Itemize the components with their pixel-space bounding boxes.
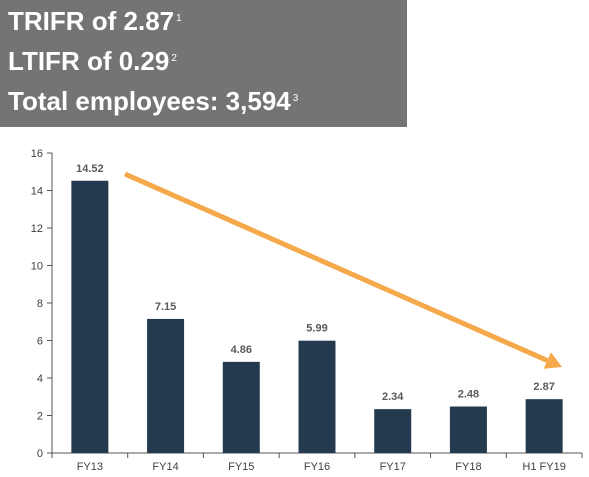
chart-bars xyxy=(71,180,563,453)
bar xyxy=(374,409,412,453)
total-employees-stat: Total employees: 3,594 3 xyxy=(8,86,299,116)
trend-arrow-head xyxy=(543,352,562,369)
x-tick-label: FY15 xyxy=(228,461,254,473)
summary-banner: TRIFR of 2.87 1 LTIFR of 0.29 2 Total empl… xyxy=(0,0,407,127)
data-label: 7.15 xyxy=(155,301,176,313)
x-tick-label: FY16 xyxy=(304,461,330,473)
trend-arrow xyxy=(123,171,562,369)
data-label: 4.86 xyxy=(231,344,252,356)
bar xyxy=(71,180,109,453)
x-tick-label: FY17 xyxy=(380,461,406,473)
y-tick-label: 16 xyxy=(31,148,43,160)
x-tick-label: FY18 xyxy=(455,461,481,473)
y-tick-label: 2 xyxy=(37,411,43,423)
data-label: 2.48 xyxy=(458,389,479,401)
y-tick-label: 14 xyxy=(31,186,43,198)
trend-arrow-shaft xyxy=(123,171,549,363)
footnote-3: 3 xyxy=(292,93,299,104)
y-tick-label: 10 xyxy=(31,261,43,273)
x-tick-label: FY13 xyxy=(77,461,103,473)
footnote-2: 2 xyxy=(171,53,177,64)
data-label: 14.52 xyxy=(76,163,104,175)
x-tick-label: H1 FY19 xyxy=(522,461,565,473)
bar xyxy=(525,399,563,453)
y-tick-label: 8 xyxy=(37,298,43,310)
bar-chart: 0 2 4 6 8 10 12 14 16 FY13 FY14 FY15 FY16 FY17 FY18 H1 … xyxy=(31,148,583,473)
y-tick-label: 0 xyxy=(37,448,43,460)
ltifr-stat: LTIFR of 0.29 2 xyxy=(8,46,177,76)
y-tick-label: 4 xyxy=(37,373,43,385)
x-tick-label: FY14 xyxy=(152,461,178,473)
bar xyxy=(449,406,487,453)
data-label: 5.99 xyxy=(306,323,327,335)
footnote-1: 1 xyxy=(176,13,182,24)
y-tick-label: 6 xyxy=(37,336,43,348)
data-label: 2.34 xyxy=(382,391,404,403)
chart-axes: 0 2 4 6 8 10 12 14 16 FY13 FY14 FY15 FY16 FY17 FY18 H1 … xyxy=(31,148,583,473)
bar xyxy=(298,340,336,453)
bar xyxy=(222,361,260,453)
trifr-stat: TRIFR of 2.87 1 xyxy=(8,6,182,36)
chart-data-labels: 14.52 7.15 4.86 5.99 2.34 2.48 2.87 xyxy=(76,163,555,403)
bar xyxy=(147,318,185,453)
y-tick-label: 12 xyxy=(31,223,43,235)
data-label: 2.87 xyxy=(533,381,554,393)
